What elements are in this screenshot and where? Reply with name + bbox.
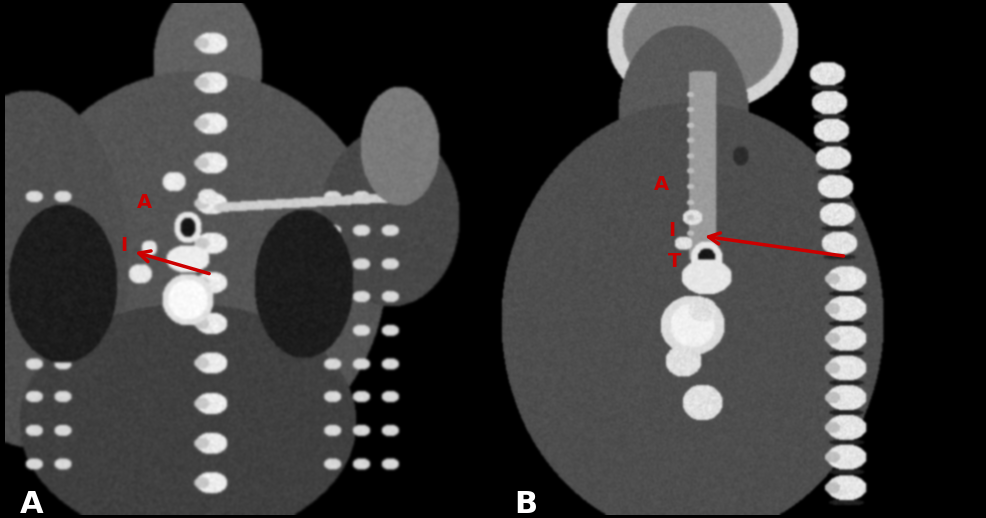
Text: A: A <box>20 490 43 518</box>
Text: I: I <box>120 236 127 255</box>
Text: B: B <box>515 490 537 518</box>
Text: A: A <box>654 175 669 194</box>
Text: A: A <box>137 193 153 212</box>
Text: I: I <box>669 221 675 240</box>
Text: T: T <box>669 252 681 271</box>
